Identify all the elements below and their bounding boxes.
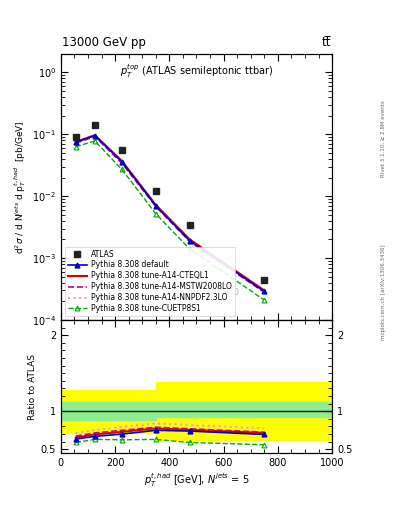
Line: Pythia 8.308 tune-CUETP8S1: Pythia 8.308 tune-CUETP8S1: [73, 139, 267, 303]
Text: ATLAS_2019_I1750330: ATLAS_2019_I1750330: [153, 287, 240, 296]
Pythia 8.308 tune-A14-MSTW2008LO: [187, 239, 192, 245]
X-axis label: $p_T^{t,had}$ [GeV], $N^{jets}$ = 5: $p_T^{t,had}$ [GeV], $N^{jets}$ = 5: [144, 472, 249, 489]
Pythia 8.308 tune-A14-MSTW2008LO: [153, 203, 158, 209]
ATLAS: [187, 222, 192, 228]
Pythia 8.308 tune-CUETP8S1: [262, 297, 266, 303]
Pythia 8.308 default: [187, 238, 192, 244]
Pythia 8.308 tune-A14-MSTW2008LO: [262, 289, 266, 295]
Pythia 8.308 tune-A14-NNPDF2.3LO: [73, 139, 78, 145]
Text: 13000 GeV pp: 13000 GeV pp: [62, 36, 146, 49]
Legend: ATLAS, Pythia 8.308 default, Pythia 8.308 tune-A14-CTEQL1, Pythia 8.308 tune-A14: ATLAS, Pythia 8.308 default, Pythia 8.30…: [65, 246, 235, 316]
Pythia 8.308 default: [153, 203, 158, 209]
Text: Rivet 3.1.10, ≥ 2.8M events: Rivet 3.1.10, ≥ 2.8M events: [381, 100, 386, 177]
Pythia 8.308 tune-A14-CTEQL1: [73, 139, 78, 145]
Pythia 8.308 default: [119, 159, 124, 165]
Pythia 8.308 tune-A14-CTEQL1: [187, 237, 192, 243]
Pythia 8.308 tune-A14-CTEQL1: [262, 287, 266, 293]
Pythia 8.308 default: [73, 139, 78, 145]
Line: Pythia 8.308 tune-A14-CTEQL1: Pythia 8.308 tune-A14-CTEQL1: [76, 135, 264, 290]
Text: tt̅: tt̅: [322, 36, 331, 49]
Pythia 8.308 tune-CUETP8S1: [153, 211, 158, 217]
Pythia 8.308 tune-A14-NNPDF2.3LO: [92, 132, 97, 138]
Pythia 8.308 tune-A14-NNPDF2.3LO: [153, 202, 158, 208]
Text: mcplots.cern.ch [arXiv:1306.3436]: mcplots.cern.ch [arXiv:1306.3436]: [381, 244, 386, 339]
ATLAS: [153, 188, 158, 195]
Line: ATLAS: ATLAS: [72, 122, 268, 283]
Text: $p_T^{top}$ (ATLAS semileptonic ttbar): $p_T^{top}$ (ATLAS semileptonic ttbar): [120, 62, 273, 79]
Pythia 8.308 tune-A14-CTEQL1: [119, 158, 124, 164]
Y-axis label: Ratio to ATLAS: Ratio to ATLAS: [28, 354, 37, 419]
Pythia 8.308 tune-A14-NNPDF2.3LO: [119, 159, 124, 165]
Pythia 8.308 tune-CUETP8S1: [119, 166, 124, 173]
Line: Pythia 8.308 tune-A14-MSTW2008LO: Pythia 8.308 tune-A14-MSTW2008LO: [76, 137, 264, 292]
Pythia 8.308 tune-A14-NNPDF2.3LO: [187, 237, 192, 243]
ATLAS: [73, 134, 78, 140]
Pythia 8.308 tune-A14-MSTW2008LO: [119, 160, 124, 166]
Line: Pythia 8.308 default: Pythia 8.308 default: [73, 133, 267, 294]
Y-axis label: d$^2\sigma$ / d N$^{jets}$ d p$_T^{t,had}$  [pb/GeV]: d$^2\sigma$ / d N$^{jets}$ d p$_T^{t,had…: [12, 120, 28, 254]
ATLAS: [92, 122, 97, 129]
Pythia 8.308 tune-A14-NNPDF2.3LO: [262, 288, 266, 294]
Pythia 8.308 tune-A14-MSTW2008LO: [92, 134, 97, 140]
Pythia 8.308 default: [262, 288, 266, 294]
Pythia 8.308 tune-CUETP8S1: [73, 144, 78, 150]
Pythia 8.308 tune-CUETP8S1: [92, 138, 97, 144]
Pythia 8.308 default: [92, 133, 97, 139]
ATLAS: [262, 276, 266, 283]
Line: Pythia 8.308 tune-A14-NNPDF2.3LO: Pythia 8.308 tune-A14-NNPDF2.3LO: [76, 135, 264, 291]
Pythia 8.308 tune-A14-CTEQL1: [92, 132, 97, 138]
Pythia 8.308 tune-A14-CTEQL1: [153, 202, 158, 208]
Pythia 8.308 tune-A14-MSTW2008LO: [73, 140, 78, 146]
ATLAS: [119, 147, 124, 154]
Pythia 8.308 tune-CUETP8S1: [187, 246, 192, 252]
